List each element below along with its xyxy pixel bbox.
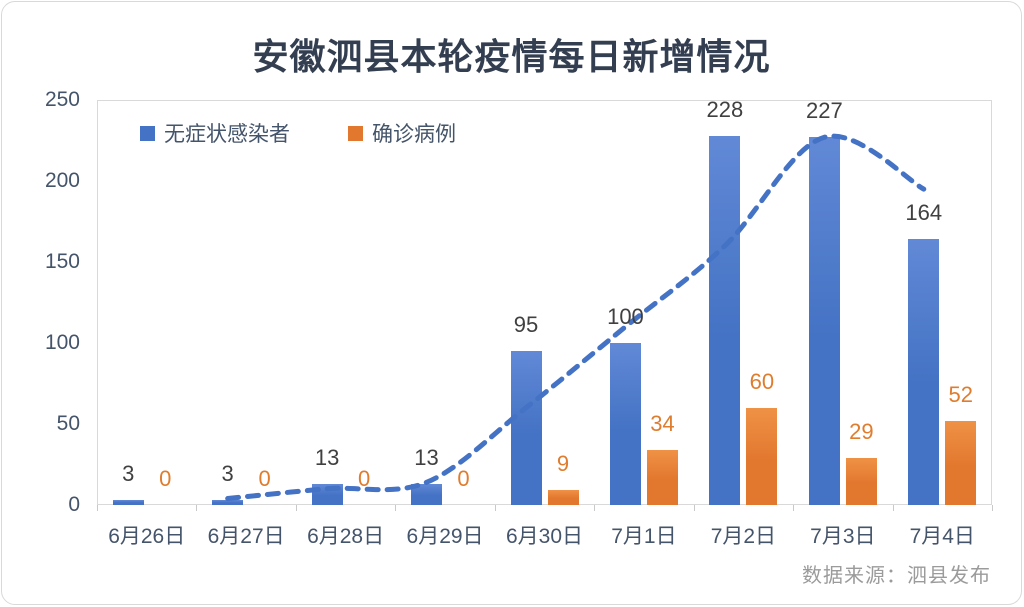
legend-item: 无症状感染者 [140, 118, 290, 148]
legend-item: 确诊病例 [348, 118, 456, 148]
bar-value-label: 164 [905, 200, 943, 226]
bar-confirmed [646, 449, 678, 505]
x-tick-mark [693, 505, 695, 511]
x-tick-label: 6月29日 [406, 525, 484, 548]
y-tick-label: 200 [44, 169, 80, 192]
x-tick-mark [793, 505, 795, 511]
y-tick-label: 0 [68, 493, 80, 516]
bar-value-label: 52 [948, 381, 973, 407]
x-tick-label: 7月4日 [909, 525, 975, 548]
bar-value-label: 29 [849, 419, 874, 445]
bar-confirmed [945, 420, 977, 505]
bar-asymptomatic [212, 500, 244, 505]
bar-value-label: 0 [258, 466, 271, 491]
x-tick-label: 6月30日 [505, 525, 584, 548]
bar-value-label: 95 [513, 312, 539, 338]
bar-confirmed [746, 407, 778, 505]
source-note: 数据来源：泗县发布 [802, 565, 991, 587]
bar-value-label: 9 [556, 451, 570, 477]
bar-value-label: 228 [706, 96, 744, 122]
chart-title: 安徽泗县本轮疫情每日新增情况 [252, 36, 771, 77]
legend-item-label: 无症状感染者 [164, 123, 290, 146]
y-tick-label: 150 [44, 250, 80, 273]
x-tick-mark [992, 505, 993, 511]
legend-swatch-icon [348, 125, 363, 141]
x-tick-label: 6月26日 [108, 525, 186, 548]
bar-value-label: 0 [457, 466, 470, 491]
legend-swatch-icon [140, 125, 155, 141]
bar-value-label: 0 [357, 466, 371, 491]
bar-asymptomatic [510, 351, 542, 505]
x-tick-mark [97, 505, 98, 511]
bar-value-label: 227 [805, 98, 843, 124]
legend: 无症状感染者 确诊病例 [140, 118, 456, 148]
x-tick-label: 7月3日 [810, 525, 876, 548]
bar-value-label: 0 [159, 466, 172, 491]
legend-item-label: 确诊病例 [372, 123, 456, 146]
bar-asymptomatic [112, 500, 144, 505]
bar-confirmed [845, 458, 877, 505]
x-tick-mark [295, 505, 297, 511]
x-tick-mark [892, 505, 894, 511]
bar-confirmed [547, 490, 579, 505]
x-tick-mark [196, 505, 198, 511]
x-tick-label: 7月2日 [710, 525, 777, 548]
y-tick-label: 50 [56, 412, 80, 435]
bar-asymptomatic [808, 137, 840, 505]
x-tick-label: 6月27日 [207, 525, 285, 548]
x-tick-mark [395, 505, 397, 511]
bar-asymptomatic [908, 239, 940, 505]
y-tick-label: 250 [44, 88, 80, 111]
x-tick-label: 7月1日 [611, 525, 677, 548]
plot-area [97, 100, 992, 505]
bar-asymptomatic [709, 135, 741, 505]
bar-value-label: 60 [749, 368, 775, 394]
x-tick-label: 6月28日 [307, 525, 385, 548]
y-tick-label: 100 [44, 331, 80, 354]
bar-value-label: 3 [122, 461, 135, 487]
x-tick-mark [494, 505, 496, 511]
bar-value-label: 100 [607, 304, 644, 329]
x-tick-mark [594, 505, 596, 511]
bar-value-label: 34 [650, 410, 675, 436]
